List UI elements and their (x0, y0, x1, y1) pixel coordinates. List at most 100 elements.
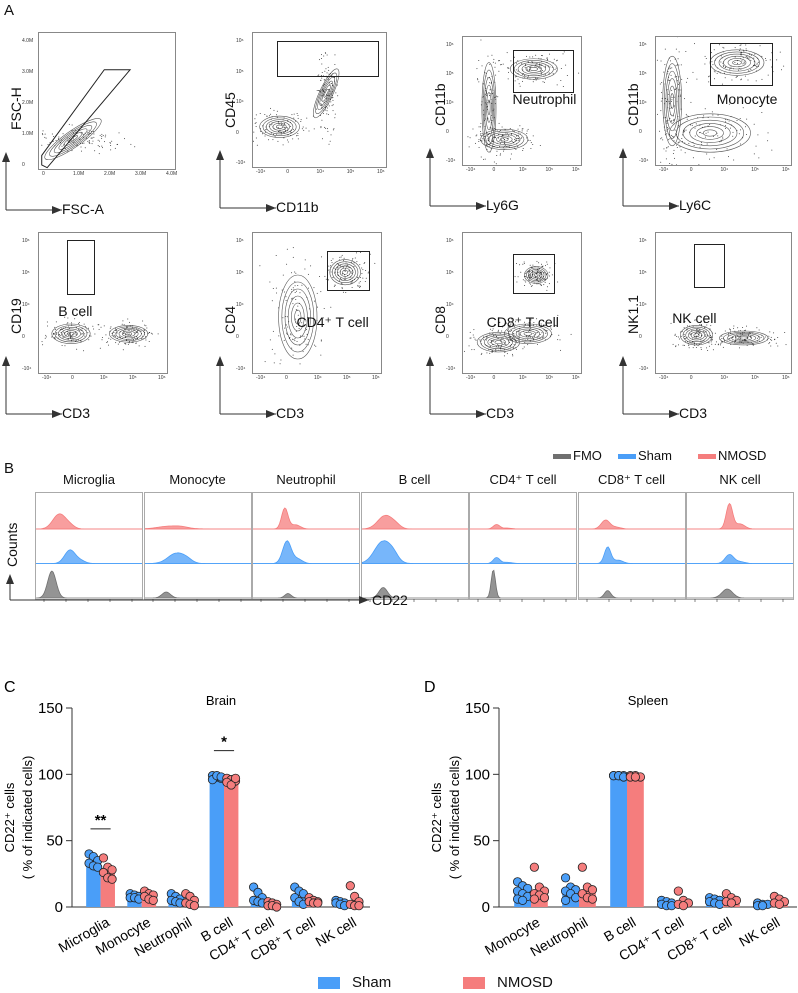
event-dot (535, 279, 537, 281)
event-dot (733, 327, 735, 329)
event-dot (480, 39, 482, 41)
x-tick-label: 10⁶ (158, 375, 166, 381)
event-dot (523, 263, 525, 265)
event-dot (741, 52, 743, 54)
event-dot (717, 67, 719, 69)
event-dot (69, 333, 71, 335)
histogram-title: NK cell (719, 472, 761, 487)
event-dot (550, 328, 552, 330)
event-dot (277, 120, 279, 122)
x-tick-label: 4.0M (166, 171, 178, 177)
event-dot (540, 276, 542, 278)
event-dot (486, 94, 488, 96)
event-dot (306, 296, 308, 298)
event-dot (482, 109, 484, 111)
event-dot (503, 355, 505, 357)
event-dot (330, 271, 332, 273)
event-dot (738, 68, 740, 70)
event-dot (502, 341, 504, 343)
event-dot (341, 288, 343, 290)
y-axis-label: CD45 (222, 92, 238, 128)
event-dot (710, 335, 712, 337)
event-dot (266, 115, 268, 117)
event-dot (510, 60, 512, 62)
event-dot (71, 139, 73, 141)
event-dot (728, 338, 730, 340)
event-dot (556, 70, 558, 72)
contour-line (668, 85, 676, 117)
event-dot (510, 323, 512, 325)
event-dot (67, 317, 69, 319)
singlet-gate[interactable] (41, 69, 132, 169)
event-dot (524, 321, 526, 323)
event-dot (675, 346, 677, 348)
event-dot (142, 330, 144, 332)
event-dot (135, 338, 137, 340)
event-dot (694, 319, 696, 321)
x-tick-label: 0 (689, 375, 693, 381)
sham-data-point (560, 895, 571, 905)
x-axis-label: CD3 (679, 405, 708, 421)
event-dot (660, 138, 662, 140)
event-dot (297, 114, 299, 116)
event-dot (289, 336, 291, 338)
event-dot (537, 280, 539, 282)
event-dot (63, 332, 65, 334)
event-dot (711, 111, 713, 113)
event-dot (697, 345, 699, 347)
event-dot (706, 324, 708, 326)
y-tick-label: 10⁵ (639, 71, 647, 77)
event-dot (766, 339, 768, 341)
event-dot (785, 344, 787, 346)
event-dot (753, 153, 755, 155)
event-dot (737, 338, 739, 340)
event-dot (661, 97, 663, 99)
event-dot (758, 157, 760, 159)
x-tick-label: 0 (689, 167, 693, 173)
event-dot (318, 90, 320, 92)
event-dot (512, 355, 514, 357)
event-dot (536, 318, 538, 320)
event-dot (495, 98, 497, 100)
event-dot (526, 272, 528, 274)
event-dot (694, 43, 696, 45)
event-dot (116, 337, 118, 339)
event-dot (480, 122, 482, 124)
event-dot (325, 68, 327, 70)
event-dot (521, 80, 523, 82)
event-dot (287, 120, 289, 122)
event-dot (69, 332, 71, 334)
event-dot (536, 260, 538, 262)
event-dot (81, 150, 83, 152)
event-dot (71, 129, 73, 131)
gate-label: NK cell (672, 310, 717, 326)
event-dot (732, 135, 734, 137)
event-dot (331, 262, 333, 264)
event-dot (540, 73, 542, 75)
event-dot (337, 271, 339, 273)
event-dot (728, 103, 730, 105)
event-dot (124, 138, 126, 140)
event-dot (540, 74, 542, 76)
event-dot (495, 128, 497, 130)
event-dot (328, 95, 330, 97)
event-dot (489, 89, 491, 91)
event-dot (504, 138, 506, 140)
event-dot (723, 47, 725, 49)
event-dot (58, 136, 60, 138)
event-dot (491, 115, 493, 117)
event-dot (364, 262, 366, 264)
event-dot (61, 328, 63, 330)
event-dot (666, 120, 668, 122)
event-dot (55, 139, 57, 141)
event-dot (70, 335, 72, 337)
event-dot (90, 133, 92, 135)
event-dot (731, 340, 733, 342)
nmosd-data-point (577, 862, 587, 872)
event-dot (540, 64, 542, 66)
event-dot (719, 344, 721, 346)
event-dot (489, 328, 491, 330)
event-dot (731, 79, 733, 81)
event-dot (506, 322, 508, 324)
event-dot (368, 271, 370, 273)
